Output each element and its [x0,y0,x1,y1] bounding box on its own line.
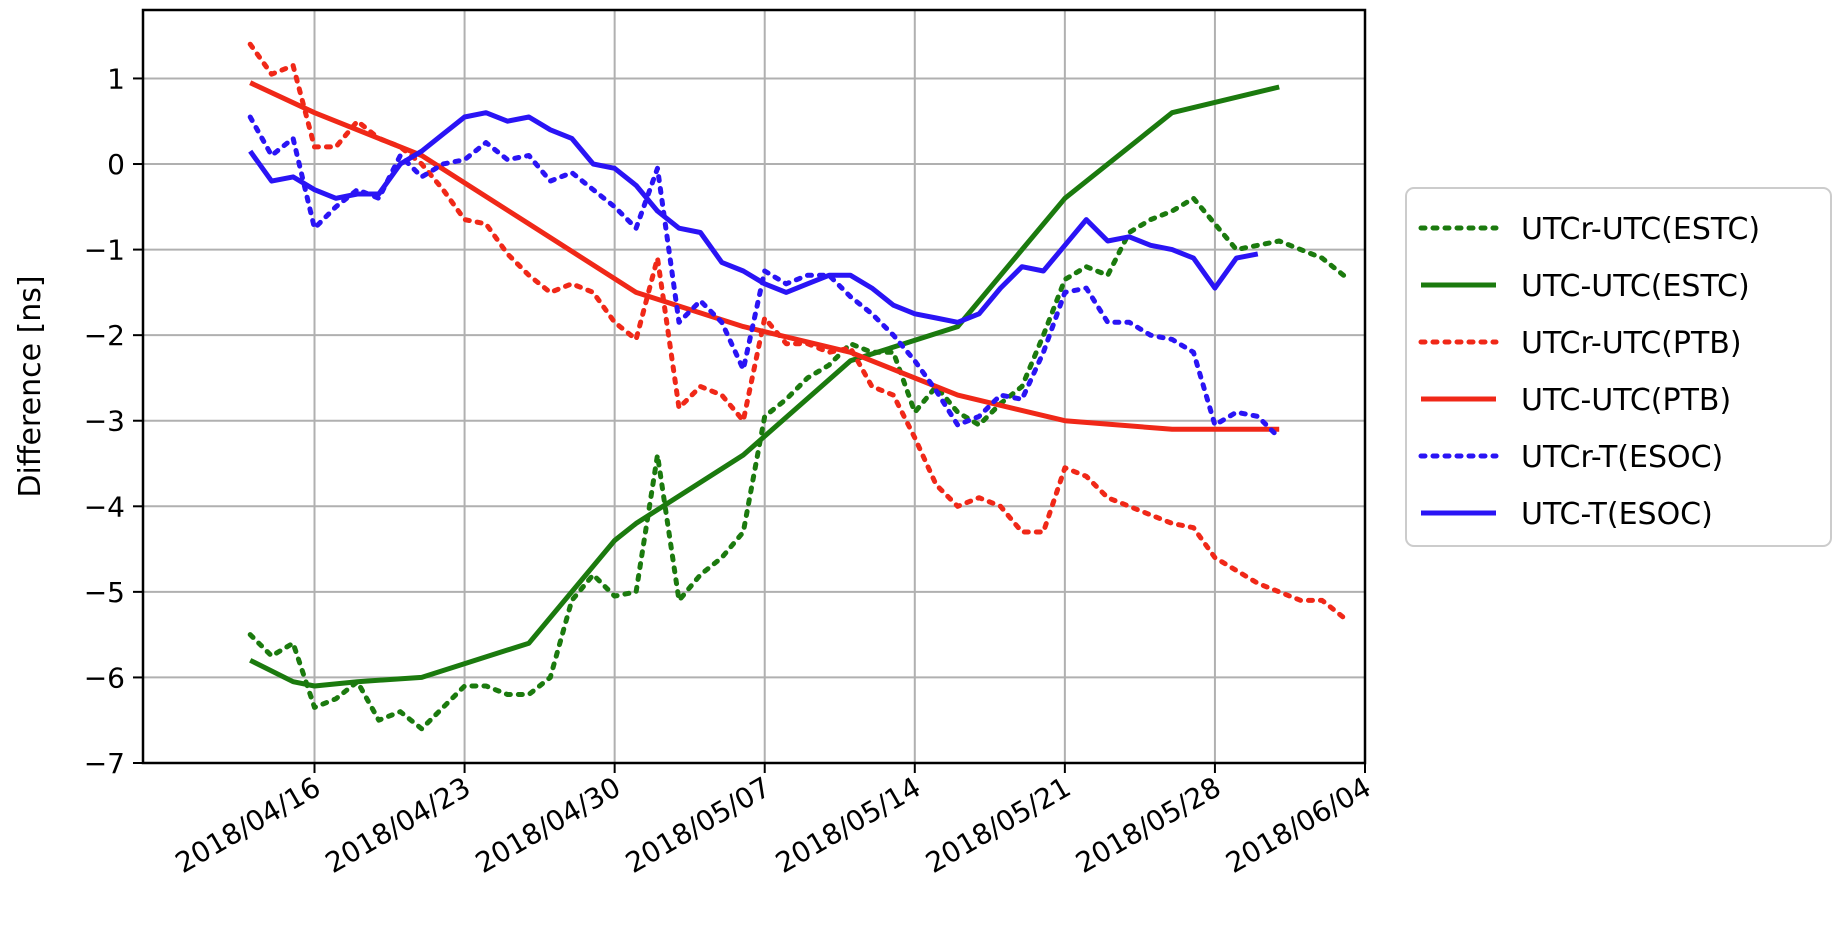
series-line-utcr-t-esoc [247,114,1282,441]
series-line-utc-utc-estc [249,84,1280,689]
legend-label: UTCr-UTC(ESTC) [1521,212,1760,247]
legend-box [1405,187,1832,547]
y-tick-label: −6 [84,661,125,694]
y-axis: −7 −6 −5 −4 −3 −2 −1 0 1 [84,62,143,780]
legend-label: UTC-UTC(PTB) [1521,383,1731,418]
series-line-utc-t-esoc [248,110,1259,325]
y-tick-label: −2 [84,319,125,352]
legend-label: UTCr-UTC(PTB) [1521,326,1742,361]
series-line-utcr-utc-ptb [247,41,1347,620]
series-line-utcr-utc-estc [247,195,1347,732]
y-tick-label: −4 [84,490,125,523]
legend: UTCr-UTC(ESTC) UTC-UTC(ESTC) UTCr-UTC(PTB)… [1405,187,1832,547]
y-tick-label: −5 [84,576,125,609]
series-layer [247,41,1347,732]
y-tick-label: −3 [84,405,125,438]
legend-label: UTC-T(ESOC) [1521,497,1713,532]
y-tick-label: −1 [84,234,125,267]
plot-frame [141,8,1367,765]
y-tick-label: −7 [84,747,125,780]
series-line-utc-utc-ptb [249,80,1280,432]
y-tick-label: 0 [107,148,125,181]
y-tick-label: 1 [107,62,125,95]
y-axis-label: Difference [ns] [13,275,48,497]
legend-label: UTC-UTC(ESTC) [1521,269,1750,304]
legend-label: UTCr-T(ESOC) [1521,440,1723,475]
